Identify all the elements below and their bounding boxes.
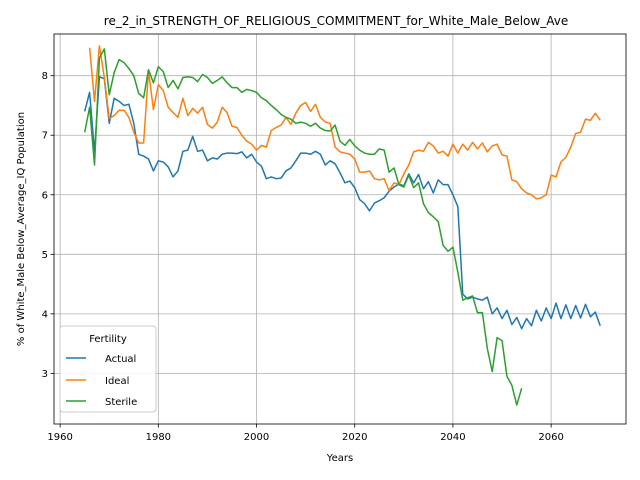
- x-tick-label: 2040: [440, 432, 465, 443]
- series-line-actual: [83, 76, 601, 330]
- legend: Fertility Actual Ideal Sterile: [59, 325, 157, 413]
- chart-title: re_2_in_STRENGTH_OF_RELIGIOUS_COMMITMENT…: [104, 14, 568, 28]
- legend-label-actual: Actual: [105, 354, 136, 365]
- y-tick-label: 4: [42, 309, 48, 320]
- series-line-ideal: [88, 45, 601, 200]
- legend-label-sterile: Sterile: [105, 397, 137, 408]
- x-axis-label: Years: [326, 453, 353, 464]
- x-tick-label: 1980: [146, 432, 171, 443]
- axis-ticks: 1960 1980 2000 2020 2040 2060 3 4 5 6 7 8: [42, 71, 564, 443]
- y-tick-label: 3: [42, 369, 48, 380]
- x-tick-label: 2020: [342, 432, 367, 443]
- x-tick-label: 1960: [47, 432, 72, 443]
- y-tick-label: 7: [42, 131, 48, 142]
- y-tick-label: 6: [42, 190, 48, 201]
- y-tick-label: 5: [42, 250, 48, 261]
- legend-box: [59, 325, 157, 413]
- legend-title: Fertility: [89, 334, 127, 345]
- x-tick-label: 2000: [244, 432, 269, 443]
- series-lines: [83, 45, 601, 406]
- legend-label-ideal: Ideal: [105, 376, 129, 387]
- plot-frame: [53, 33, 627, 425]
- y-tick-label: 8: [42, 71, 48, 82]
- x-tick-label: 2060: [538, 432, 563, 443]
- series-line-sterile: [83, 48, 523, 406]
- y-axis-label: % of White_Male Below_Average_IQ Populat…: [16, 112, 27, 346]
